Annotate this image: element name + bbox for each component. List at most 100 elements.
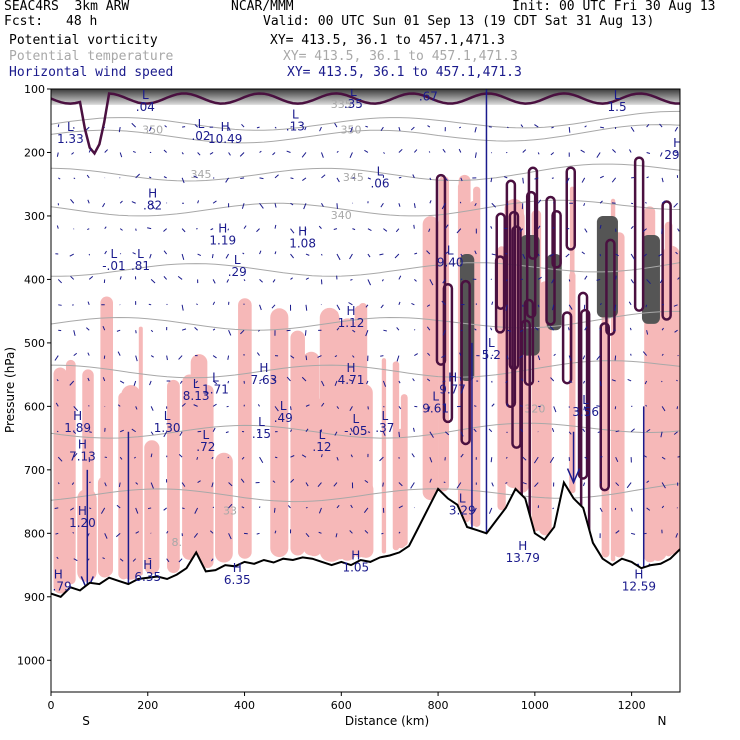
wind-arrow xyxy=(581,177,586,183)
wind-arrow xyxy=(552,507,555,510)
wind-arrow xyxy=(193,175,198,179)
wind-arrow xyxy=(227,355,230,360)
wind-arrow xyxy=(534,327,539,331)
wind-arrow xyxy=(599,224,602,229)
wind-arrow xyxy=(321,380,325,387)
wind-arrow xyxy=(104,226,107,229)
wind-arrow xyxy=(259,378,263,382)
theta-label: 335 xyxy=(331,98,352,111)
center-value-label: .35 xyxy=(344,97,363,111)
wind-arrow xyxy=(321,203,324,207)
wind-speed-plume xyxy=(668,248,675,555)
wind-arrow xyxy=(241,506,245,509)
wind-arrow xyxy=(212,506,215,509)
wind-arrow xyxy=(240,478,245,483)
wind-arrow xyxy=(565,253,570,258)
center-kind-label: H xyxy=(346,304,355,318)
wind-arrow xyxy=(627,378,632,382)
wind-arrow xyxy=(412,378,415,382)
center-value-label: 4.71 xyxy=(338,373,365,387)
wind-arrow xyxy=(367,253,371,258)
wind-arrow xyxy=(336,456,339,461)
wind-arrow xyxy=(364,149,369,153)
wind-arrow xyxy=(336,150,339,153)
wind-arrow xyxy=(211,558,214,562)
wind-arrow xyxy=(290,478,295,483)
wind-arrow xyxy=(212,301,216,306)
wind-arrow xyxy=(488,507,493,514)
center-value-label: 6.35 xyxy=(134,570,161,584)
wind-arrow xyxy=(163,250,168,255)
theta-contour-315 xyxy=(51,483,680,503)
center-kind-label: L xyxy=(488,336,495,350)
y-tick-label: 100 xyxy=(24,83,45,96)
wind-arrow xyxy=(336,177,340,183)
y-tick-label: 500 xyxy=(24,337,45,350)
wind-arrow xyxy=(348,379,353,382)
wind-arrow xyxy=(429,478,432,483)
wind-arrow xyxy=(505,252,508,255)
wind-arrow xyxy=(398,203,401,207)
wind-arrow xyxy=(166,355,168,361)
wind-arrow xyxy=(459,352,462,356)
wind-arrow xyxy=(243,279,246,282)
wind-arrow xyxy=(596,355,601,361)
center-value-label: 1.5 xyxy=(608,100,627,114)
wind-arrow xyxy=(57,482,60,485)
wind-speed-plume xyxy=(290,330,305,556)
wind-arrow xyxy=(426,326,431,331)
wind-arrow xyxy=(197,253,202,257)
wind-arrow xyxy=(646,151,651,155)
wind-arrow xyxy=(86,174,90,179)
center-value-label: .06 xyxy=(370,176,389,190)
wind-arrow xyxy=(164,125,167,128)
wind-arrow xyxy=(181,253,185,260)
wind-arrow xyxy=(181,482,186,487)
y-axis-label: Pressure (hPa) xyxy=(3,347,17,433)
wind-arrow xyxy=(646,279,651,285)
wind-arrow xyxy=(429,456,433,463)
wind-speed-plume xyxy=(123,480,138,580)
wind-arrow xyxy=(568,304,573,310)
wind-arrow xyxy=(473,507,477,513)
wind-arrow xyxy=(226,279,230,283)
wind-arrow xyxy=(413,329,416,331)
wind-arrow xyxy=(460,177,463,182)
wind-arrow xyxy=(382,431,386,436)
theta-contour-320 xyxy=(51,422,680,439)
wind-arrow xyxy=(290,277,293,280)
wind-arrow xyxy=(132,150,136,153)
wind-arrow xyxy=(582,482,586,487)
wind-arrow xyxy=(365,330,369,337)
wind-arrow xyxy=(443,481,446,484)
wind-arrow xyxy=(350,278,353,281)
x-axis-label: Distance (km) xyxy=(345,714,429,728)
center-kind-label: L xyxy=(447,244,454,258)
y-tick-label: 1000 xyxy=(17,654,45,667)
wind-arrow xyxy=(119,276,122,280)
center-value-label: .72 xyxy=(196,440,215,454)
wind-arrow xyxy=(87,301,90,305)
wind-arrow xyxy=(305,277,309,280)
wind-arrow xyxy=(274,174,279,179)
wind-arrow xyxy=(427,125,431,128)
wind-arrow xyxy=(274,456,278,459)
wind-arrow xyxy=(259,250,262,255)
terrain-layer xyxy=(51,479,680,692)
pv-anomaly-contour xyxy=(661,200,672,321)
wind-arrow xyxy=(533,456,539,464)
wind-arrow xyxy=(71,152,75,155)
wind-arrow xyxy=(474,250,477,255)
wind-arrow xyxy=(193,404,198,407)
wind-arrow xyxy=(661,456,666,460)
wind-arrow xyxy=(615,275,617,280)
center-value-label: -.05 xyxy=(344,424,367,438)
wind-arrow xyxy=(89,431,92,433)
wind-arrow xyxy=(290,355,295,359)
center-kind-label: H xyxy=(448,371,457,385)
wind-arrow xyxy=(474,152,477,158)
wind-arrow xyxy=(584,228,588,233)
wind-arrow xyxy=(56,430,59,433)
wind-arrow xyxy=(57,177,61,180)
wind-arrow xyxy=(320,454,323,458)
